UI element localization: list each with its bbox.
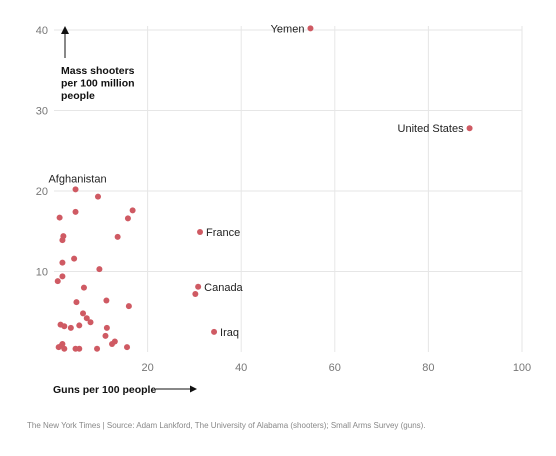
x-axis-arrow-icon (190, 385, 197, 393)
x-tick-label-40: 40 (235, 362, 247, 374)
data-point-afghanistan (72, 186, 79, 193)
data-point-19 (80, 310, 87, 317)
data-point-27 (102, 332, 109, 339)
point-label-afghanistan: Afghanistan (48, 173, 106, 185)
point-layer (54, 25, 473, 352)
data-point-2 (129, 207, 136, 214)
data-point-23 (61, 323, 68, 330)
data-point-yemen (307, 25, 314, 32)
data-point-20 (83, 315, 90, 322)
data-point-15 (192, 291, 199, 298)
y-tick-label-40: 40 (36, 25, 48, 37)
data-point-12 (59, 273, 66, 280)
data-point-37 (58, 342, 65, 349)
data-point-iraq (211, 328, 218, 335)
data-point-21 (87, 319, 94, 326)
data-point-4 (56, 214, 63, 221)
y-tick-label-20: 20 (36, 186, 48, 198)
label-layer: Yemen United States Afghanistan France Canad… (48, 23, 464, 338)
x-tick-label-60: 60 (329, 362, 341, 374)
data-point-25 (67, 324, 74, 331)
data-point-9 (71, 255, 78, 262)
data-point-16 (73, 299, 80, 306)
y-tick-label-30: 30 (36, 106, 48, 118)
y-axis-title-line-1: Mass shooters (61, 65, 135, 77)
data-point-united-states (466, 125, 473, 132)
data-point-26 (103, 324, 110, 331)
y-tick-label-10: 10 (36, 267, 48, 279)
x-tick-label-100: 100 (513, 362, 531, 374)
y-axis-title: Mass shooters per 100 million people (61, 65, 137, 102)
tick-layer: 10 20 30 40 20 40 60 80 100 (36, 25, 531, 374)
point-label-yemen: Yemen (271, 23, 305, 35)
point-label-iraq: Iraq (220, 327, 239, 339)
y-axis-title-line-2: per 100 million (61, 78, 135, 90)
y-axis-title-line-3: people (61, 90, 95, 102)
y-axis-arrow-icon (61, 26, 69, 34)
data-point-11 (96, 266, 103, 273)
data-point-6 (114, 233, 121, 240)
data-point-8 (59, 237, 66, 244)
data-point-3 (72, 208, 79, 215)
point-label-canada: Canada (204, 282, 243, 294)
point-label-united-states: United States (398, 123, 465, 135)
source-note: The New York Times | Source: Adam Lankfo… (27, 421, 426, 430)
data-point-14 (80, 284, 87, 291)
data-point-36 (124, 344, 131, 351)
data-point-5 (124, 215, 131, 222)
data-point-canada (195, 283, 202, 290)
x-axis-title: Guns per 100 people (53, 384, 156, 396)
x-tick-label-80: 80 (422, 362, 434, 374)
data-point-18 (125, 303, 132, 310)
data-point-17 (103, 297, 110, 304)
y-axis-title-group: Mass shooters per 100 million people (61, 26, 137, 102)
data-point-10 (59, 259, 66, 266)
data-point-24 (76, 322, 83, 329)
data-point-35 (94, 345, 101, 352)
point-label-france: France (206, 227, 240, 239)
data-point-34 (76, 345, 83, 352)
data-point-29 (111, 338, 118, 345)
grid-layer (54, 26, 523, 352)
data-point-1 (94, 193, 101, 200)
x-axis-title-group: Guns per 100 people (53, 384, 197, 396)
data-point-france (197, 229, 204, 236)
x-tick-label-20: 20 (141, 362, 153, 374)
data-point-13 (54, 278, 61, 285)
